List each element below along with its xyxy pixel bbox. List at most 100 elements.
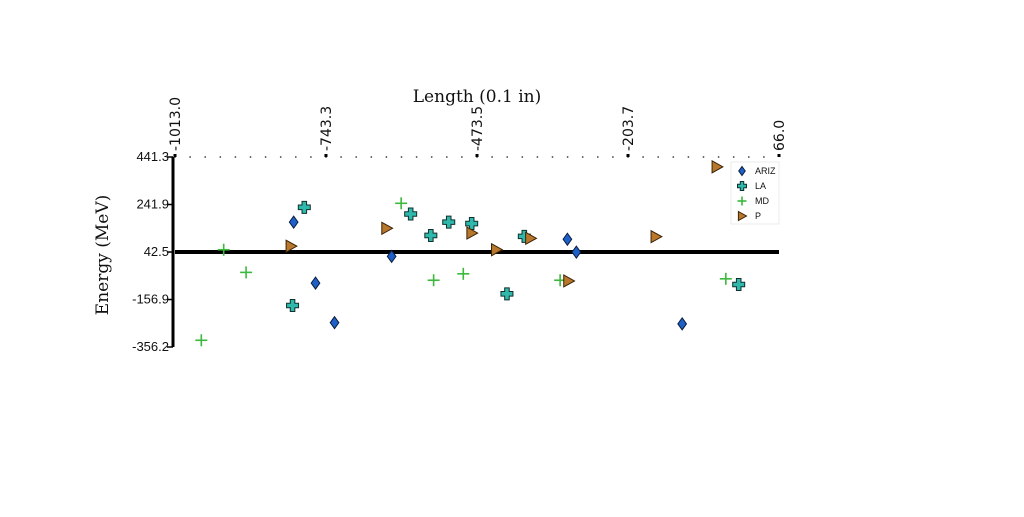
x-tick-mark: [324, 154, 328, 157]
x-axis-title: Length (0.1 in): [413, 87, 541, 107]
data-point-ariz: [329, 315, 340, 330]
x-axis-dot: [430, 156, 433, 158]
data-point-la: [297, 200, 311, 214]
x-axis-dot: [657, 156, 660, 158]
data-point-ariz: [562, 232, 573, 247]
y-tick-label: 441.3: [136, 149, 169, 164]
x-axis-dot: [702, 156, 705, 158]
x-axis-dot: [264, 156, 267, 158]
x-tick-mark: [777, 154, 781, 157]
x-tick-mark: [173, 154, 177, 157]
data-point-md: [240, 266, 253, 279]
data-point-la: [286, 298, 300, 312]
x-axis-dot: [415, 156, 418, 158]
y-axis: 441.3 241.9 42.5 -156.9 -356.2: [132, 149, 175, 354]
x-axis-dot: [536, 156, 539, 158]
x-axis-dot: [551, 156, 554, 158]
data-point-la: [732, 278, 746, 292]
data-point-la: [465, 217, 479, 231]
x-axis-dot: [204, 156, 207, 158]
x-axis-dot: [506, 156, 509, 158]
x-axis-dot: [732, 156, 735, 158]
legend-label-md: MD: [755, 196, 769, 206]
data-point-md: [195, 334, 208, 347]
legend-label-ariz: ARIZ: [755, 166, 776, 176]
x-axis-dot: [747, 156, 750, 158]
x-axis-dot: [717, 156, 720, 158]
legend: ARIZ LA MD P: [730, 161, 780, 225]
legend-marker-la: [737, 181, 747, 191]
x-axis-dot: [642, 156, 644, 158]
data-point-p: [285, 239, 298, 254]
x-axis-dot: [672, 156, 675, 158]
x-axis-dot: [612, 156, 614, 158]
x-axis: -1013.0 -743.3 -473.5 -203.7 66.0: [168, 97, 788, 158]
data-point-la: [424, 228, 438, 242]
x-axis-dot: [596, 156, 599, 158]
x-axis-dot: [491, 156, 493, 158]
x-axis-dot: [249, 156, 252, 158]
x-axis-dot: [581, 156, 584, 158]
x-tick-label: -1013.0: [168, 97, 184, 151]
data-point-md: [427, 274, 440, 287]
data-point-p: [381, 221, 394, 236]
data-point-ariz: [386, 249, 397, 264]
data-point-p: [491, 242, 504, 257]
x-axis-dot: [340, 156, 342, 158]
data-point-la: [442, 215, 456, 229]
series-md: [195, 197, 732, 347]
x-tick-label: -473.5: [470, 106, 486, 151]
data-point-md: [457, 267, 470, 280]
x-axis-dot: [400, 156, 403, 158]
x-axis-dot: [521, 156, 524, 158]
x-axis-dot: [310, 156, 312, 158]
data-points: [195, 159, 746, 347]
series-la: [286, 200, 746, 312]
data-point-la: [404, 207, 418, 221]
y-tick-label: 42.5: [144, 244, 169, 259]
x-axis-dot: [279, 156, 282, 158]
series-p: [285, 159, 724, 288]
y-tick-label: 241.9: [136, 197, 169, 212]
x-axis-dot: [234, 156, 237, 158]
x-axis-dot: [763, 156, 765, 158]
data-point-md: [719, 272, 732, 285]
data-point-la: [500, 287, 514, 301]
data-point-md: [217, 243, 230, 256]
x-axis-dot: [385, 156, 388, 158]
y-tick-label: -356.2: [132, 339, 169, 354]
legend-marker-ariz: [738, 165, 746, 177]
x-axis-dot: [189, 156, 192, 158]
x-tick-mark: [475, 154, 479, 157]
data-point-p: [650, 229, 663, 244]
x-axis-dot: [355, 156, 358, 158]
data-point-p: [525, 231, 538, 246]
data-point-ariz: [288, 215, 299, 229]
x-axis-dot: [687, 156, 690, 158]
x-axis-dot: [445, 156, 448, 158]
data-point-p: [711, 159, 724, 174]
x-tick-mark: [626, 154, 630, 157]
x-axis-dot: [294, 156, 297, 158]
legend-marker-p: [737, 210, 748, 222]
x-axis-dot: [461, 156, 463, 158]
data-point-ariz: [677, 316, 688, 331]
data-point-md: [395, 197, 408, 210]
series-ariz: [288, 215, 688, 331]
x-axis-dot: [219, 156, 222, 158]
legend-label-la: LA: [755, 181, 766, 191]
legend-marker-md: [737, 196, 747, 206]
y-tick-label: -156.9: [132, 292, 169, 307]
x-axis-dot: [370, 156, 373, 158]
x-tick-label: -743.3: [319, 106, 335, 151]
data-point-p: [466, 226, 479, 240]
legend-label-p: P: [755, 211, 761, 221]
x-tick-label: -203.7: [621, 106, 637, 151]
x-axis-dot: [566, 156, 569, 158]
x-tick-label: 66.0: [772, 120, 788, 151]
data-point-ariz: [571, 245, 582, 259]
data-point-ariz: [310, 276, 321, 290]
y-axis-title: Energy (MeV): [93, 195, 113, 315]
